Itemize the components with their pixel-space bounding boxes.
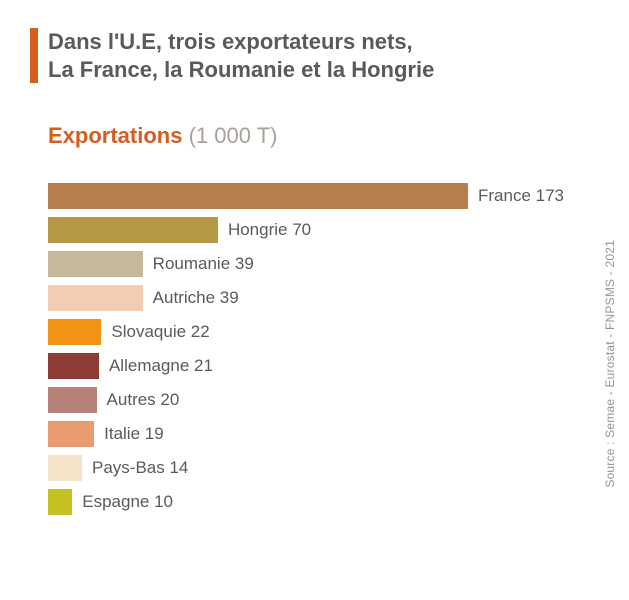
bar — [48, 353, 99, 379]
bar — [48, 489, 72, 515]
bar-label: Italie 19 — [104, 424, 164, 444]
title-line-2: La France, la Roumanie et la Hongrie — [48, 57, 434, 82]
bar-row: Italie 19 — [48, 417, 578, 451]
title-line-1: Dans l'U.E, trois exportateurs nets, — [48, 29, 413, 54]
bar-row: Pays-Bas 14 — [48, 451, 578, 485]
title-accent-bar — [30, 28, 38, 83]
bar-label: Slovaquie 22 — [111, 322, 209, 342]
bar — [48, 183, 468, 209]
bar — [48, 251, 143, 277]
bar-row: Autriche 39 — [48, 281, 578, 315]
bar — [48, 319, 101, 345]
bar-label: France 173 — [478, 186, 564, 206]
bar — [48, 217, 218, 243]
bar-label: Pays-Bas 14 — [92, 458, 188, 478]
bar-label: Autriche 39 — [153, 288, 239, 308]
source-credit: Source : Semae - Eurostat - FNPSMS - 202… — [603, 240, 617, 488]
bar-row: Slovaquie 22 — [48, 315, 578, 349]
bar-label: Allemagne 21 — [109, 356, 213, 376]
title-block: Dans l'U.E, trois exportateurs nets, La … — [30, 28, 599, 83]
bar-row: Autres 20 — [48, 383, 578, 417]
bar — [48, 455, 82, 481]
bar-chart: France 173 Hongrie 70 Roumanie 39 Autriche … — [48, 179, 578, 519]
chart-subtitle: Exportations (1 000 T) — [48, 123, 599, 149]
bar-row: Hongrie 70 — [48, 213, 578, 247]
bar-row: Allemagne 21 — [48, 349, 578, 383]
bar-label: Autres 20 — [107, 390, 180, 410]
bar — [48, 387, 97, 413]
bar-label: Roumanie 39 — [153, 254, 254, 274]
bar-label: Espagne 10 — [82, 492, 173, 512]
bar — [48, 285, 143, 311]
bar-row: Roumanie 39 — [48, 247, 578, 281]
subtitle-strong: Exportations — [48, 123, 182, 148]
bar-label: Hongrie 70 — [228, 220, 311, 240]
subtitle-unit: (1 000 T) — [189, 123, 278, 148]
bar-row: Espagne 10 — [48, 485, 578, 519]
bar — [48, 421, 94, 447]
bar-row: France 173 — [48, 179, 578, 213]
chart-title: Dans l'U.E, trois exportateurs nets, La … — [48, 28, 434, 83]
